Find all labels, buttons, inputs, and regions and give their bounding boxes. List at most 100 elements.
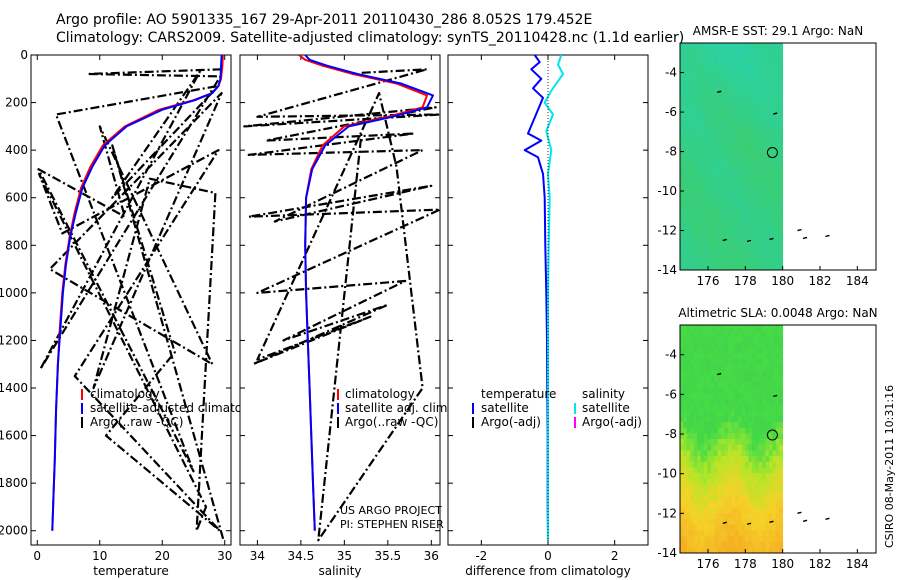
sst_map-cell <box>724 122 729 129</box>
sst_map-cell <box>755 60 760 67</box>
sst_map-cell <box>690 77 695 84</box>
temperature-legend-label: climatology <box>90 387 160 401</box>
sst_map-cell <box>683 218 688 225</box>
sla_map-cell <box>697 404 701 411</box>
sst_map-cell <box>775 128 780 135</box>
sla_map-cell <box>765 359 770 366</box>
sla_map-cell <box>734 325 739 332</box>
sst_map-cell <box>700 65 705 72</box>
sla_map-cell <box>772 376 777 383</box>
sla_map-cell <box>765 530 770 537</box>
sla_map-cell <box>738 427 742 434</box>
sst_map-cell <box>748 82 753 89</box>
sst_map-cell <box>700 235 705 243</box>
sla_map-cell <box>755 496 760 503</box>
sst_map-cell <box>748 122 753 129</box>
sst_map-cell <box>734 173 739 180</box>
sst_map-cell <box>745 247 749 254</box>
sst_map-cell <box>721 111 725 118</box>
sst_map-cell <box>717 116 722 123</box>
sst_map-cell <box>755 207 760 214</box>
sst_map-cell <box>731 111 736 118</box>
sla_map-cell <box>779 439 784 446</box>
sst_map-cell <box>738 150 742 157</box>
sst_map-cell <box>738 258 742 265</box>
sla_map-cell <box>765 370 770 377</box>
sst_map-cell <box>693 264 698 271</box>
sla_map-cell <box>700 382 705 389</box>
sla_map-cell <box>762 501 766 508</box>
sst_map-cell <box>765 156 770 163</box>
sst_map-cell <box>680 82 684 89</box>
sla_map-cell <box>758 461 763 468</box>
sst_map-cell <box>710 133 715 140</box>
sla_map-cell <box>734 382 739 389</box>
sst_map-cell <box>686 88 691 95</box>
sst_map-cell <box>775 99 780 106</box>
sst_map-cell <box>717 218 722 225</box>
sla_map-cell <box>734 484 739 491</box>
sla_map-cell <box>741 501 746 508</box>
sst_map-cell <box>775 201 780 208</box>
sla_map-cell <box>755 473 760 480</box>
sst_map-cell <box>734 82 739 89</box>
sla_map-cell <box>755 467 760 474</box>
sla_map-cell <box>748 433 753 440</box>
sla_map-cell <box>731 427 736 434</box>
salinity-xtick-label: 35.5 <box>374 549 401 563</box>
sst_map-cell <box>755 213 760 220</box>
sla_map-cell <box>741 518 746 525</box>
sla_map-cell <box>762 364 766 371</box>
sla_map-cell <box>738 541 742 548</box>
sst_map-cell <box>714 43 719 50</box>
sla_map-cell <box>703 473 708 480</box>
sla_map-cell <box>734 353 739 360</box>
sst_map-cell <box>758 150 763 157</box>
sla_map-cell <box>683 496 688 503</box>
sst_map-cell <box>700 145 705 152</box>
sla_map-cell <box>683 399 688 406</box>
sla_map-cell <box>751 524 756 531</box>
sla_map-cell <box>762 524 766 531</box>
sst_map-cell <box>697 156 701 163</box>
sla_map-cell <box>700 444 705 451</box>
sla_map-cell <box>748 393 753 400</box>
sst_map-cell <box>765 54 770 61</box>
sst_map-cell <box>710 60 715 67</box>
sst_map-cell <box>724 43 729 50</box>
sst_map-cell <box>748 213 753 220</box>
sla_map-cell <box>772 467 777 474</box>
sla_map-cell <box>703 382 708 389</box>
sst_map-cell <box>738 116 742 123</box>
sla_map-cell <box>714 439 719 446</box>
sla_map-cell <box>686 524 691 531</box>
sst_map-cell <box>697 139 701 146</box>
sst_map-cell <box>768 54 773 61</box>
sla_map-cell <box>779 433 784 440</box>
sla_map-cell <box>748 478 753 485</box>
sst_map-cell <box>775 116 780 123</box>
sla_map-cell <box>741 467 746 474</box>
sst_map-cell <box>703 218 708 225</box>
sst_map-cell <box>707 111 712 118</box>
sst_map-cell <box>721 230 725 237</box>
sst_map-cell <box>751 184 756 191</box>
sst_map-cell <box>762 60 766 67</box>
sst_map-cell <box>690 82 695 89</box>
sst_map-cell <box>768 156 773 163</box>
sla_map-cell <box>714 484 719 491</box>
sla_map-cell <box>700 507 705 514</box>
sla_map-cell <box>731 439 736 446</box>
sla_map-cell <box>693 393 698 400</box>
sst_map-cell <box>700 173 705 180</box>
sst_map-cell <box>775 167 780 174</box>
sst_map-cell <box>755 65 760 72</box>
sla_map-cell <box>703 399 708 406</box>
sla_map-cell <box>748 518 753 525</box>
sst_map-cell <box>680 71 684 78</box>
sla_map-cell <box>745 342 749 349</box>
sla_map-cell <box>741 370 746 377</box>
sla_map-cell <box>755 444 760 451</box>
sst_map-cell <box>693 54 698 61</box>
sst_map-cell <box>762 213 766 220</box>
